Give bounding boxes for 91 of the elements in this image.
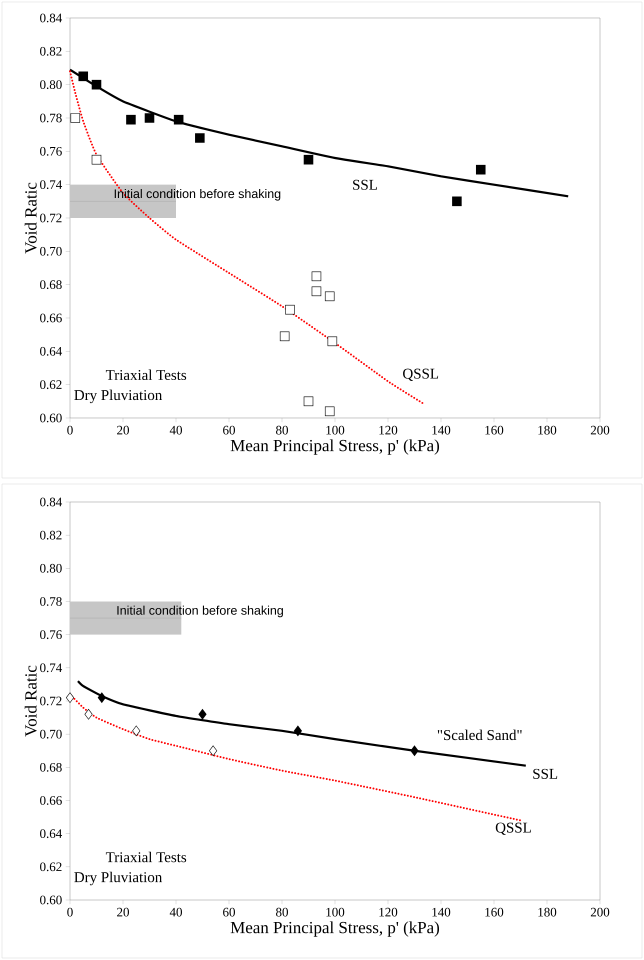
y-tick-label: 0.72: [40, 214, 62, 222]
y-tick-label: 0.62: [40, 862, 62, 872]
y-tick-label: 0.70: [40, 246, 62, 256]
annotation: Initial condition before shaking: [114, 188, 280, 201]
point: [410, 745, 419, 756]
point: [78, 72, 88, 82]
annotation: Dry Pluviation: [74, 872, 162, 886]
x-tick-label: 60: [223, 426, 235, 435]
x-tick-label: 0: [67, 426, 73, 435]
y-tick-label: 0.82: [40, 530, 62, 540]
y-tick-label: 0.78: [40, 114, 62, 122]
y-tick-label: 0.66: [40, 796, 62, 805]
x-tick-label: 180: [538, 908, 556, 917]
point: [209, 745, 218, 756]
x-tick-label: 80: [276, 426, 288, 435]
y-tick-label: 0.76: [40, 630, 62, 640]
x-tick-label: 120: [379, 908, 398, 917]
y-tick-label: 0.84: [40, 14, 62, 22]
annotation: SSL: [533, 768, 558, 779]
point: [132, 726, 140, 736]
annotation: Triaxial Tests: [106, 852, 186, 862]
x-tick-label: 40: [170, 426, 182, 435]
y-tick-label: 0.80: [40, 564, 62, 573]
point: [66, 692, 74, 703]
y-tick-label: 0.72: [40, 696, 62, 706]
x-tick-label: 20: [117, 426, 129, 435]
y-tick-label: 0.84: [40, 498, 62, 506]
y-tick-label: 0.76: [40, 146, 62, 156]
x-tick-label: 60: [223, 908, 235, 917]
point: [476, 164, 486, 174]
point: [98, 692, 106, 703]
annotation: "Scaled Sand": [438, 730, 522, 740]
point: [294, 726, 302, 736]
x-tick-label: 0: [67, 908, 73, 917]
point: [328, 336, 338, 346]
point: [174, 114, 184, 124]
point: [84, 708, 93, 720]
annotation: Initial condition before shaking: [117, 606, 283, 618]
point: [312, 286, 322, 296]
annotation: Triaxial Tests: [106, 370, 186, 380]
y-tick-label: 0.62: [40, 380, 62, 390]
y-tick-label: 0.82: [40, 46, 62, 56]
x-tick-label: 180: [538, 426, 556, 435]
y-tick-label: 0.68: [40, 280, 62, 290]
x-tick-label: 80: [276, 908, 288, 917]
x-tick-label: 140: [432, 426, 450, 435]
x-tick-label: 100: [326, 908, 344, 917]
x-tick-label: 120: [379, 426, 398, 435]
annotation: QSSL: [403, 368, 438, 381]
y-axis-title: Void Ratic: [24, 666, 37, 737]
x-axis-title: Mean Principal Stress, p' (kPa): [230, 439, 440, 455]
point: [144, 113, 154, 123]
x-tick-label: 160: [485, 908, 504, 917]
x-tick-label: 40: [170, 908, 182, 917]
y-tick-label: 0.80: [40, 80, 62, 90]
x-tick-label: 160: [485, 426, 504, 435]
point: [324, 292, 334, 302]
x-tick-label: 100: [326, 426, 344, 435]
y-axis-title: Void Ratic: [24, 182, 37, 254]
annotation: SSL: [353, 180, 377, 190]
y-tick-label: 0.66: [40, 314, 62, 322]
point: [324, 406, 334, 416]
x-tick-label: 20: [117, 908, 129, 917]
point: [280, 332, 290, 342]
point: [304, 154, 314, 164]
y-tick-label: 0.74: [40, 180, 62, 190]
point: [285, 304, 295, 314]
point: [198, 708, 207, 720]
y-tick-label: 0.60: [40, 896, 62, 904]
x-tick-label: 200: [590, 908, 610, 917]
y-tick-label: 0.68: [40, 762, 62, 772]
point: [92, 80, 102, 90]
point: [452, 196, 462, 206]
y-tick-label: 0.64: [40, 346, 62, 356]
y-tick-label: 0.70: [40, 730, 62, 739]
x-axis-title: Mean Principal Stress, p' (kPa): [230, 921, 440, 937]
point: [92, 154, 102, 164]
y-tick-label: 0.74: [40, 663, 62, 672]
y-tick-label: 0.78: [40, 597, 62, 606]
point: [195, 133, 205, 143]
point: [304, 396, 314, 406]
x-tick-label: 200: [590, 426, 610, 435]
y-tick-label: 0.64: [40, 829, 62, 838]
point: [126, 114, 136, 124]
line-series: [76, 680, 527, 767]
annotation: Dry Pluviation: [74, 390, 162, 404]
point: [312, 272, 322, 282]
y-tick-label: 0.60: [40, 414, 62, 422]
x-tick-label: 140: [432, 908, 450, 917]
point: [70, 113, 80, 123]
annotation: QSSL: [496, 822, 531, 835]
